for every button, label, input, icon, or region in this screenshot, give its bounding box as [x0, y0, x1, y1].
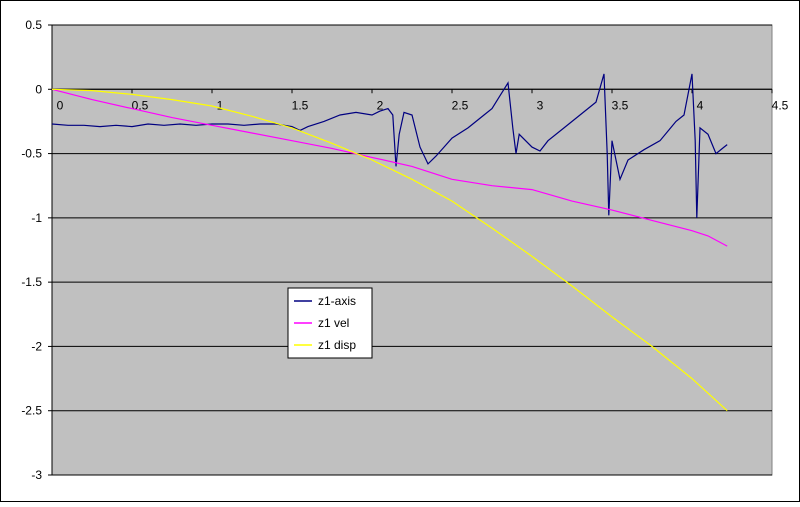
y-tick-label: -2.5: [21, 404, 42, 418]
grid: 0.5 0 -0.5 -1 -1.5 -2 -2.5 -3 0 0.5 1 1.5 2 2.5 3 3.5 4 4…: [21, 18, 788, 482]
y-tick-label: -3: [31, 468, 42, 482]
x-tick-label: 4: [697, 98, 704, 112]
series-line: [51, 88, 728, 247]
lines: [51, 73, 728, 412]
x-tick-label: 1.5: [292, 98, 309, 112]
legend-label: z1 disp: [318, 338, 356, 352]
y-tick-label: -1.5: [21, 275, 42, 289]
y-tick-label: 0.5: [25, 18, 42, 32]
x-tick-label: 2.5: [452, 98, 469, 112]
x-tick-label: 0: [57, 98, 64, 112]
x-tick-label: 3.5: [612, 98, 629, 112]
x-tick-label: 4.5: [772, 98, 789, 112]
x-tick-label: 0.5: [132, 98, 149, 112]
y-tick-label: -2: [31, 339, 42, 353]
x-tick-label: 1: [217, 98, 224, 112]
y-tick-label: 0: [35, 82, 42, 96]
y-tick-label: -1: [31, 211, 42, 225]
series-line: [51, 88, 728, 412]
x-tick-label: 3: [537, 98, 544, 112]
series-line: [51, 73, 728, 218]
y-tick-label: -0.5: [21, 147, 42, 161]
legend: z1-axis z1 vel z1 disp: [287, 287, 373, 359]
x-tick-label: 2: [377, 98, 384, 112]
legend-label: z1-axis: [318, 294, 356, 308]
legend-label: z1 vel: [318, 316, 349, 330]
plot-area: [51, 24, 773, 476]
